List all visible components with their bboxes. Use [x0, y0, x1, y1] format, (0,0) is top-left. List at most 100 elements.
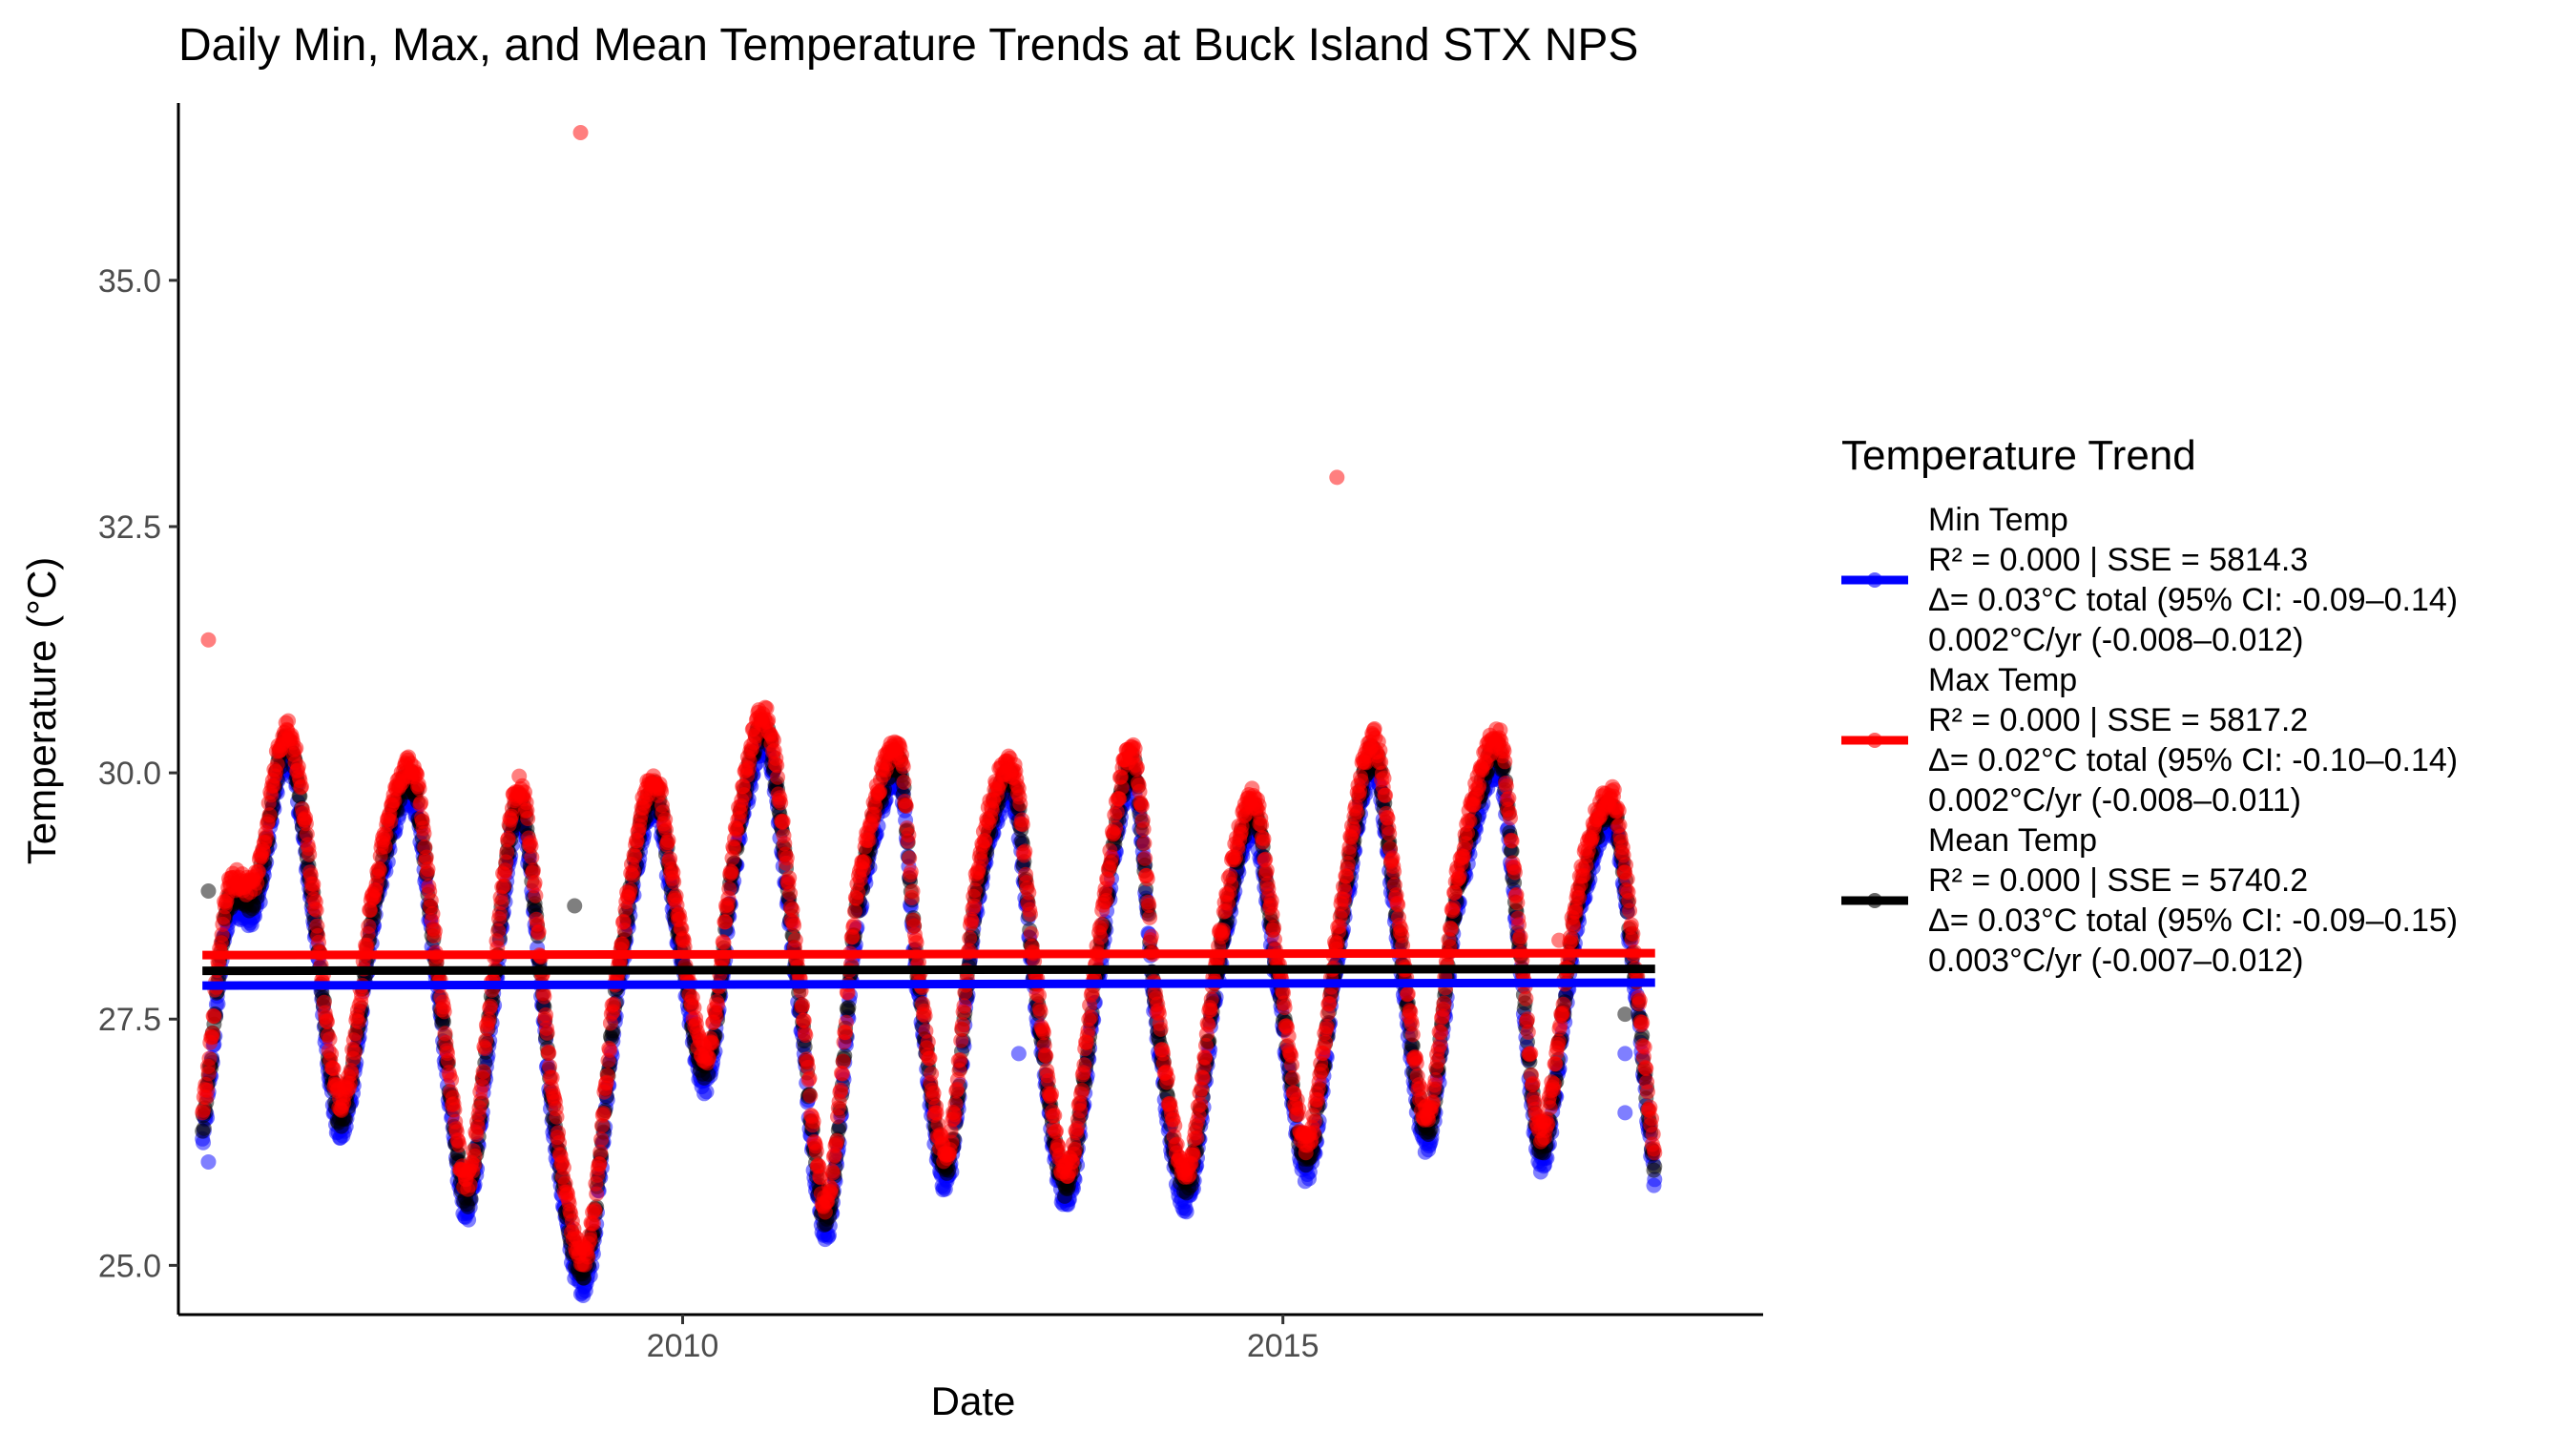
data-point [835, 1053, 851, 1069]
data-point [834, 1066, 850, 1082]
data-point [425, 905, 441, 922]
data-point [526, 862, 541, 879]
data-point [797, 1039, 813, 1055]
data-point [436, 1004, 452, 1020]
data-point [801, 1070, 818, 1087]
data-point [475, 1064, 491, 1080]
data-point [1067, 1141, 1083, 1157]
data-point [320, 1014, 335, 1029]
data-point [977, 833, 993, 849]
data-point [322, 1031, 338, 1047]
data-point [782, 885, 799, 902]
data-point [901, 827, 917, 843]
outlier-point [567, 898, 583, 914]
data-point [973, 853, 989, 869]
data-point [1159, 1069, 1175, 1086]
data-point [823, 1180, 840, 1196]
data-point [902, 850, 918, 866]
data-point [924, 1066, 940, 1082]
data-point [413, 795, 429, 811]
data-point [524, 849, 540, 865]
data-point [954, 1017, 970, 1033]
data-point [196, 1120, 212, 1136]
data-point [898, 798, 914, 814]
data-point [1109, 804, 1125, 819]
data-point [1135, 821, 1152, 838]
outlier-point [1010, 1046, 1027, 1062]
data-point [199, 1082, 216, 1098]
data-point [721, 881, 737, 897]
data-point [841, 999, 857, 1015]
data-point [288, 740, 304, 757]
data-point [850, 884, 866, 901]
data-point [928, 1105, 945, 1121]
data-point [1044, 1086, 1060, 1102]
data-point [700, 1066, 717, 1082]
data-point [582, 1232, 598, 1248]
data-point [1040, 1073, 1056, 1089]
chart-title: Daily Min, Max, and Mean Temperature Tre… [178, 20, 1638, 71]
data-point [595, 1106, 612, 1121]
data-point [269, 757, 285, 773]
data-point [1084, 985, 1100, 1001]
data-point [781, 870, 798, 886]
data-point [1133, 798, 1150, 814]
data-point [420, 861, 436, 878]
data-point [478, 1032, 494, 1048]
data-point [622, 881, 638, 898]
data-point [798, 1027, 814, 1044]
data-point [411, 780, 427, 797]
data-point [825, 1165, 841, 1181]
data-point [953, 1032, 969, 1048]
data-point [294, 778, 309, 795]
data-point [196, 1102, 211, 1118]
data-point [483, 998, 498, 1014]
data-point [1023, 906, 1038, 923]
data-point [447, 1102, 463, 1118]
data-point [944, 1134, 960, 1151]
data-point [1136, 836, 1153, 851]
data-point [716, 935, 732, 951]
data-point [922, 1050, 938, 1067]
data-point [758, 700, 775, 716]
data-point [846, 903, 862, 920]
data-point [1104, 849, 1119, 865]
data-point [1032, 1004, 1049, 1020]
data-point [710, 997, 725, 1013]
data-point [872, 784, 888, 799]
data-point [786, 918, 802, 934]
data-point [467, 1148, 483, 1164]
data-point [654, 783, 670, 799]
data-point [895, 758, 911, 775]
data-point [1092, 929, 1109, 945]
data-point [1080, 1022, 1096, 1038]
data-point [1113, 779, 1130, 796]
data-point [541, 1045, 557, 1061]
plot-area [195, 124, 1663, 1303]
data-point [589, 1186, 605, 1202]
data-point [539, 1025, 555, 1041]
data-point [704, 1035, 720, 1051]
data-point [1142, 909, 1158, 925]
data-point [1012, 796, 1028, 812]
data-point [444, 1071, 460, 1088]
data-point [779, 850, 795, 866]
data-point [196, 1134, 211, 1151]
data-point [249, 875, 265, 891]
data-point [701, 1049, 717, 1066]
data-point [555, 1159, 571, 1175]
data-point [347, 1026, 364, 1042]
data-point [775, 813, 791, 829]
data-point [261, 807, 278, 823]
data-point [383, 813, 399, 829]
data-point [1167, 1117, 1183, 1133]
data-point [551, 1134, 567, 1151]
data-point [1169, 1136, 1185, 1152]
data-point [599, 1068, 615, 1084]
data-point [527, 875, 543, 891]
data-point [660, 832, 676, 848]
data-point [748, 728, 764, 744]
data-point [760, 712, 777, 728]
data-point [736, 787, 752, 803]
data-point [903, 863, 919, 880]
